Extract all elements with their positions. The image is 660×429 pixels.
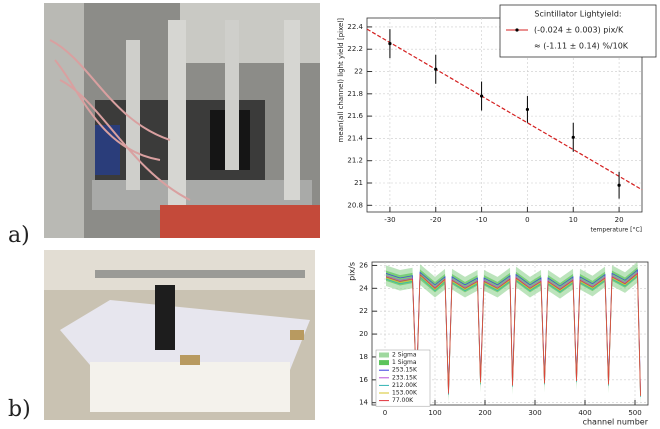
y-tick-label: 21 [354,179,363,187]
y-tick-label: 14 [359,399,368,407]
photo-detector [44,250,315,420]
y-tick-label: 21.2 [347,157,363,165]
x-axis-label: channel number [583,418,649,427]
y-tick-label: 20 [359,330,368,338]
y-tick-label: 16 [359,376,368,384]
data-line [385,272,641,396]
y-tick-label: 22 [354,68,363,76]
legend-box [499,4,657,58]
photo-setup [44,3,320,238]
legend-entry: 253.15K [392,367,418,374]
x-tick-label: 10 [569,216,578,224]
x-tick-label: 20 [615,216,624,224]
data-point [434,67,438,71]
data-point [479,94,484,98]
legend-entry: 153.00K [392,390,418,397]
panel-label: b) [8,397,31,422]
data-point [571,135,575,139]
y-axis-label: pix/s [348,262,357,281]
x-axis-label: temperature [°C] [591,227,643,234]
panel-label: a) [8,223,30,248]
y-tick-label: 21.8 [347,90,363,98]
x-tick-label: 200 [478,409,491,417]
x-tick-label: 500 [628,409,641,417]
legend-entry: 1 Sigma [392,359,417,366]
y-tick-label: 21.4 [347,134,363,142]
y-tick-label: 18 [359,353,368,361]
y-tick-label: 21.6 [347,112,363,120]
data-point [525,107,530,112]
x-tick-label: -20 [430,216,441,224]
legend-entry: 2 Sigma [392,352,417,359]
legend-swatch [515,28,519,32]
data-point [388,42,392,46]
legend-entry: 77.00K [392,397,414,404]
legend-swatch [379,352,389,358]
y-tick-label: 22.4 [347,23,363,31]
x-tick-label: 400 [578,409,591,417]
legend-entry: 212.00K [392,382,418,389]
fit-line [366,28,643,191]
y-axis-label: mean(all channel) light yield [pixel] [337,18,345,143]
data-point [617,183,621,187]
x-tick-label: 300 [528,409,541,417]
y-tick-label: 22 [359,307,368,315]
x-tick-label: -10 [476,216,487,224]
y-tick-label: 26 [359,261,368,269]
x-tick-label: 0 [525,216,529,224]
x-tick-label: 100 [428,409,441,417]
x-tick-label: -30 [384,216,395,224]
legend-swatch [379,360,389,366]
legend-entry: (-0.024 ± 0.003) pix/K [534,26,624,35]
y-tick-label: 22.2 [347,45,363,53]
legend-entry: ≈ (-1.11 ± 0.14) %/10K [534,42,629,51]
y-tick-label: 20.8 [347,201,363,209]
x-tick-label: 0 [383,409,387,417]
legend-title: Scintillator Lightyield: [534,10,621,19]
legend-entry: 233.15K [392,374,418,381]
y-tick-label: 24 [359,284,368,292]
